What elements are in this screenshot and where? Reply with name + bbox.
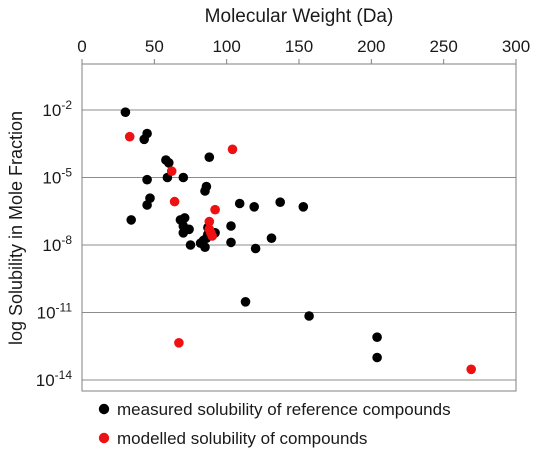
legend-label-measured: measured solubility of reference compoun… (117, 400, 451, 419)
gridlines (82, 109, 516, 381)
x-tick-label-0: 0 (77, 37, 86, 56)
measured-point-0 (120, 107, 131, 117)
measured-point-8 (178, 172, 189, 183)
modelled-point-0 (124, 131, 135, 142)
modelled-point-3 (169, 196, 180, 207)
measured-point-37 (372, 332, 382, 343)
series-modelled (124, 131, 477, 375)
measured-point-22 (200, 242, 210, 252)
legend: measured solubility of reference compoun… (98, 400, 451, 448)
legend-marker-modelled (98, 432, 110, 444)
y-tick-labels: 10-2 10-5 10-8 10-11 10-14 (36, 98, 73, 390)
data-points (120, 107, 477, 375)
measured-point-4 (164, 158, 174, 168)
measured-point-12 (142, 200, 152, 210)
measured-point-36 (304, 311, 314, 321)
x-tick-label-3: 150 (285, 37, 313, 56)
modelled-point-2 (227, 144, 238, 155)
plot-area-frame (81, 63, 517, 392)
modelled-point-1 (166, 166, 177, 176)
legend-marker-measured (98, 403, 110, 415)
measured-point-18 (184, 224, 194, 235)
measured-point-19 (185, 240, 196, 250)
x-axis-label: Molecular Weight (Da) (205, 6, 394, 27)
measured-point-2 (142, 128, 152, 139)
y-tick-label-3: 10-11 (37, 301, 73, 323)
measured-point-5 (204, 152, 215, 162)
modelled-point-7 (207, 231, 217, 241)
x-tick-label-2: 100 (212, 37, 240, 56)
measured-point-15 (179, 213, 190, 223)
y-tick-label-4: 10-14 (36, 368, 73, 390)
y-axis-label: log Solubility in Mole Fraction (6, 111, 26, 345)
x-tick-label-4: 200 (357, 37, 385, 56)
x-tick-label-1: 50 (145, 37, 164, 56)
measured-point-38 (372, 352, 382, 363)
x-tick-label-5: 250 (429, 37, 457, 56)
series-measured (120, 107, 382, 363)
measured-point-30 (249, 202, 259, 212)
y-tick-label-1: 10-5 (42, 166, 72, 188)
measured-point-35 (240, 297, 251, 307)
x-tick-label-6: 300 (502, 37, 530, 56)
measured-point-34 (298, 202, 309, 212)
measured-point-32 (266, 233, 277, 243)
modelled-point-8 (210, 204, 220, 215)
measured-point-31 (250, 243, 261, 254)
measured-point-33 (275, 197, 286, 207)
modelled-point-10 (466, 364, 477, 375)
modelled-point-9 (174, 338, 184, 348)
measured-point-28 (226, 221, 236, 231)
measured-point-6 (142, 174, 152, 185)
measured-point-13 (126, 215, 136, 225)
y-tick-label-0: 10-2 (42, 98, 72, 120)
legend-label-modelled: modelled solubility of compounds (117, 429, 367, 448)
measured-point-27 (226, 237, 236, 248)
modelled-point-4 (204, 216, 215, 227)
measured-point-29 (234, 198, 245, 209)
y-tick-label-2: 10-8 (42, 233, 72, 255)
measured-point-10 (200, 186, 210, 196)
x-tick-labels: 0 50 100 150 200 250 300 (77, 37, 530, 64)
